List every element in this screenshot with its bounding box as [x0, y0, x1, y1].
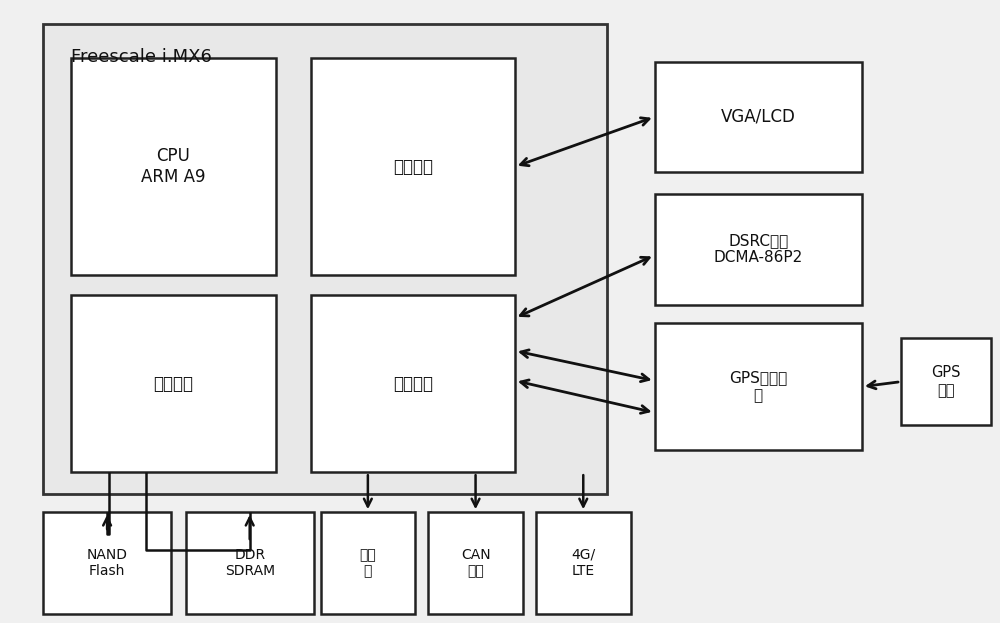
- Bar: [186, 512, 314, 614]
- Text: 接口处理: 接口处理: [393, 374, 433, 392]
- Text: Freescale i.MX6: Freescale i.MX6: [71, 48, 212, 66]
- Text: 视频处理: 视频处理: [393, 158, 433, 176]
- Text: GPS处理模
块: GPS处理模 块: [729, 371, 787, 403]
- Bar: [71, 58, 276, 275]
- Bar: [655, 62, 862, 171]
- Bar: [428, 512, 523, 614]
- Bar: [311, 295, 515, 472]
- Text: NAND
Flash: NAND Flash: [87, 548, 128, 578]
- Bar: [71, 295, 276, 472]
- Bar: [43, 512, 171, 614]
- Text: 存储接口: 存储接口: [153, 374, 193, 392]
- Text: CPU
ARM A9: CPU ARM A9: [141, 147, 206, 186]
- Bar: [536, 512, 631, 614]
- Bar: [43, 24, 607, 494]
- Text: 4G/
LTE: 4G/ LTE: [571, 548, 595, 578]
- Text: DDR
SDRAM: DDR SDRAM: [225, 548, 275, 578]
- Text: 陀螺
仪: 陀螺 仪: [359, 548, 376, 578]
- Text: CAN
接口: CAN 接口: [461, 548, 490, 578]
- Bar: [321, 512, 415, 614]
- Text: DSRC网卡
DCMA-86P2: DSRC网卡 DCMA-86P2: [714, 233, 803, 265]
- Bar: [901, 338, 991, 426]
- Bar: [655, 323, 862, 450]
- Bar: [311, 58, 515, 275]
- Bar: [655, 194, 862, 305]
- Text: VGA/LCD: VGA/LCD: [721, 108, 796, 126]
- Text: GPS
射频: GPS 射频: [931, 366, 961, 398]
